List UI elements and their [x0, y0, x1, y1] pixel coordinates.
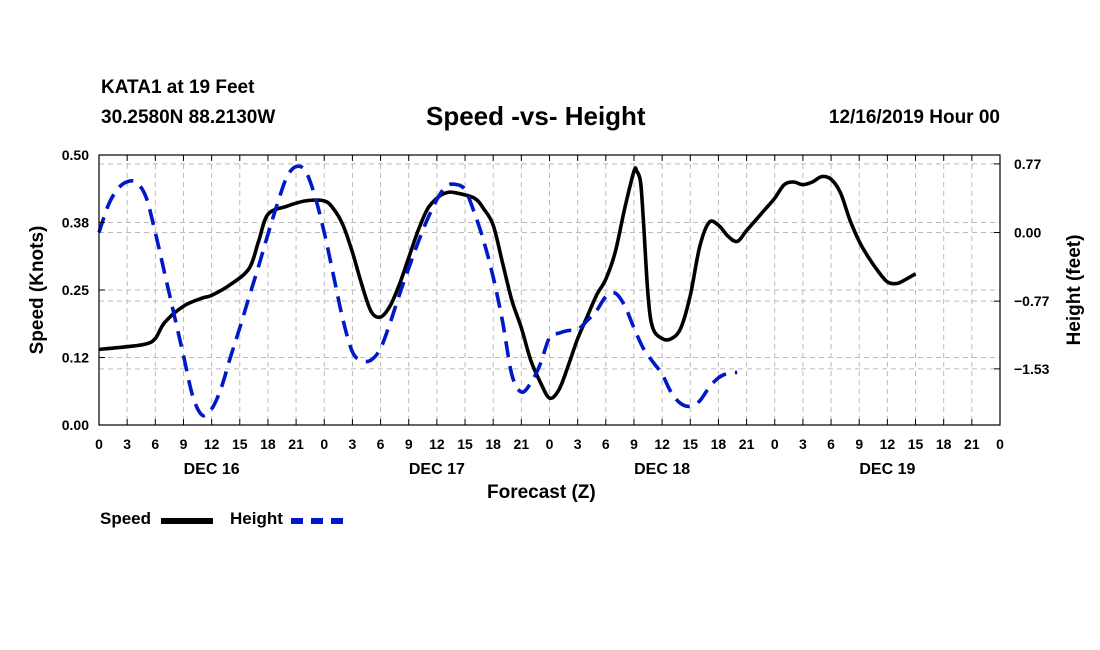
y-tick-label-right: −1.53: [1014, 361, 1050, 377]
x-tick-label: 6: [377, 436, 385, 452]
y-tick-label-left: 0.00: [62, 417, 89, 433]
x-tick-label: 21: [288, 436, 304, 452]
y-tick-label-left: 0.38: [62, 215, 89, 231]
x-tick-label: 21: [964, 436, 980, 452]
x-tick-label: 6: [151, 436, 159, 452]
y-tick-label-left: 0.12: [62, 350, 89, 366]
x-tick-label: 15: [232, 436, 248, 452]
x-tick-label: 12: [204, 436, 220, 452]
x-tick-label: 9: [180, 436, 188, 452]
x-tick-label: 0: [996, 436, 1004, 452]
x-tick-label: 0: [771, 436, 779, 452]
x-tick-label: 15: [908, 436, 924, 452]
x-tick-label: 3: [799, 436, 807, 452]
y-tick-label-right: 0.00: [1014, 225, 1041, 241]
x-tick-label: 18: [260, 436, 276, 452]
x-day-label: DEC 19: [859, 461, 915, 478]
x-tick-label: 15: [457, 436, 473, 452]
x-day-label: DEC 18: [634, 461, 690, 478]
x-tick-label: 3: [349, 436, 357, 452]
x-tick-label: 12: [880, 436, 896, 452]
grid: [99, 155, 1000, 425]
x-tick-label: 9: [405, 436, 413, 452]
x-tick-label: 18: [711, 436, 727, 452]
x-tick-label: 9: [855, 436, 863, 452]
x-tick-label: 0: [320, 436, 328, 452]
legend-height-swatch: [291, 518, 343, 524]
chart-title: Speed -vs- Height: [426, 101, 646, 131]
x-tick-label: 15: [682, 436, 698, 452]
x-axis-label: Forecast (Z): [487, 482, 596, 503]
x-tick-label: 3: [123, 436, 131, 452]
y-axis-label-speed: Speed (Knots): [27, 225, 48, 355]
x-tick-label: 18: [485, 436, 501, 452]
station-name: KATA1 at 19 Feet: [101, 77, 255, 98]
y-tick-label-right: 0.77: [1014, 156, 1041, 172]
axes: 0 3 6 9 12 15 18 21 0 3 6 9 12 15 18 21 0 3 6 9 12 15 18 21 0 3 6 9…: [62, 147, 1050, 478]
y-tick-label-left: 0.50: [62, 147, 89, 163]
forecast-datetime: 12/16/2019 Hour 00: [828, 107, 1000, 128]
x-tick-label: 21: [739, 436, 755, 452]
x-tick-label: 6: [602, 436, 610, 452]
station-coordinates: 30.2580N 88.2130W: [101, 107, 276, 128]
x-tick-label: 12: [429, 436, 445, 452]
legend-speed-label: Speed: [100, 509, 152, 528]
legend-height-label: Height: [230, 509, 283, 528]
x-tick-label: 21: [514, 436, 530, 452]
series-speed-line: [98, 166, 917, 401]
x-tick-label: 0: [546, 436, 554, 452]
x-tick-label: 3: [574, 436, 582, 452]
x-day-label: DEC 16: [184, 461, 240, 478]
legend-speed-swatch: [161, 518, 213, 524]
y-tick-label-right: −0.77: [1014, 293, 1050, 309]
y-tick-label-left: 0.25: [62, 282, 89, 298]
series-layer: [97, 164, 917, 418]
x-tick-label: 18: [936, 436, 952, 452]
x-tick-label: 6: [827, 436, 835, 452]
x-tick-label: 9: [630, 436, 638, 452]
x-tick-label: 12: [654, 436, 670, 452]
y-axis-label-height: Height (feet): [1064, 234, 1085, 346]
x-day-label: DEC 17: [409, 461, 465, 478]
x-tick-label: 0: [95, 436, 103, 452]
series-height-line: [97, 164, 738, 418]
